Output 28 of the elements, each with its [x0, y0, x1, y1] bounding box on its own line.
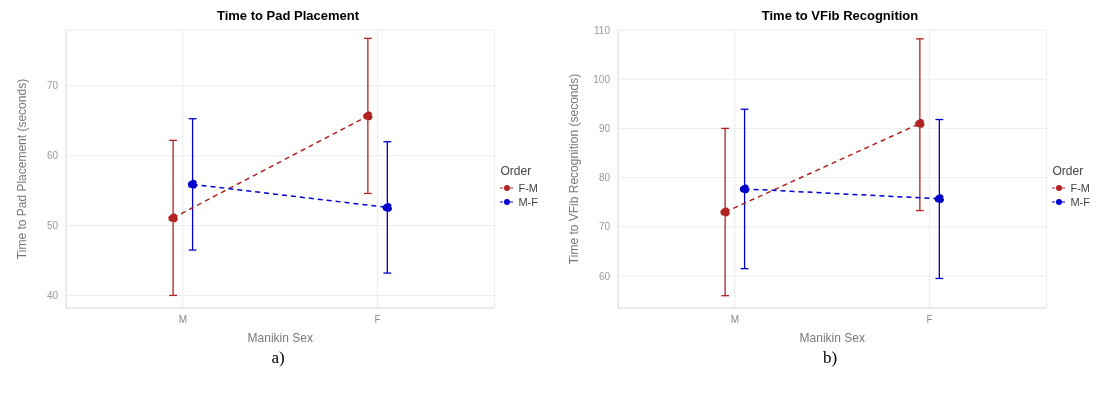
y-tick-label: 90 — [598, 122, 611, 134]
x-tick-label: F — [374, 314, 381, 326]
y-tick-label: 110 — [594, 24, 611, 36]
legend-label: M-F — [518, 196, 538, 208]
y-tick-label: 50 — [46, 220, 59, 232]
text: b) — [821, 348, 839, 368]
legend-label: F-M — [518, 182, 538, 194]
text: a) — [270, 348, 286, 368]
y-tick-label: 70 — [598, 221, 611, 233]
x-tick-label: F — [926, 314, 933, 326]
chart-title: Time to Pad Placement — [215, 8, 361, 25]
x-tick-label: M — [730, 314, 740, 326]
y-tick-label: 70 — [46, 80, 59, 92]
x-axis-title: Manikin Sex — [799, 331, 865, 345]
x-axis-title: Manikin Sex — [247, 331, 313, 345]
y-tick-label: 60 — [46, 150, 59, 162]
legend-label: M-F — [1070, 196, 1090, 208]
chart-title: Time to VFib Recognition — [760, 8, 920, 25]
y-tick-label: 60 — [598, 270, 611, 282]
y-tick-label: 80 — [598, 172, 611, 184]
legend-title: Order — [1052, 164, 1085, 178]
y-tick-label: 100 — [593, 73, 611, 85]
legend-title: Order — [500, 164, 533, 178]
x-tick-label: M — [178, 314, 188, 326]
y-axis-title: Time to VFib Recognition (seconds) — [567, 73, 582, 265]
y-axis-title: Time to Pad Placement (seconds) — [15, 78, 30, 260]
y-tick-label: 40 — [46, 289, 59, 301]
legend-label: F-M — [1070, 182, 1090, 194]
